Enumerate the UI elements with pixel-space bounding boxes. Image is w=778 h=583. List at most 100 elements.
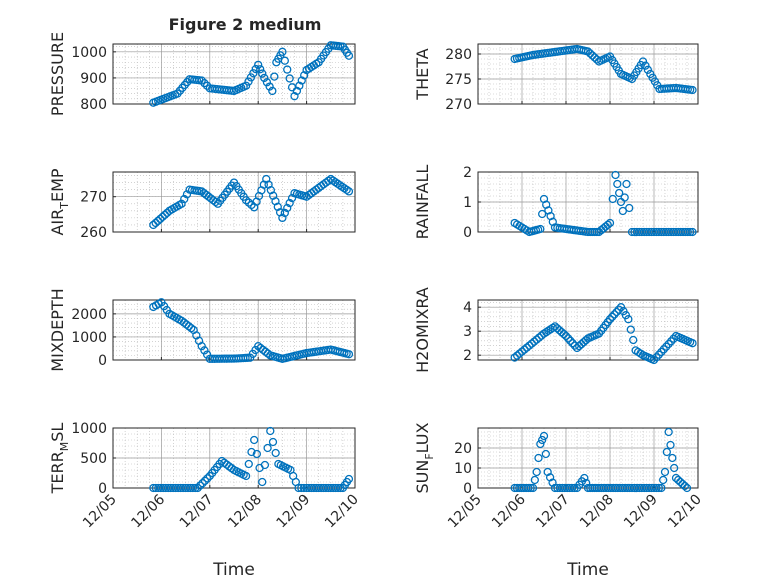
- data-point: [195, 481, 205, 490]
- y-axis-label: RAINFALL: [413, 165, 432, 240]
- data-point: [608, 194, 617, 204]
- data-point: [530, 337, 539, 346]
- data-point: [263, 349, 273, 358]
- data-point: [283, 65, 292, 74]
- y-tick-label: 0: [463, 225, 472, 241]
- y-tick-label: 3: [463, 324, 472, 340]
- data-point: [626, 325, 635, 334]
- data-point: [344, 51, 354, 60]
- data-point: [659, 475, 668, 485]
- data-point: [536, 224, 545, 234]
- data-point: [260, 73, 269, 83]
- figure-title: Figure 2 medium: [169, 15, 322, 34]
- data-point: [153, 216, 163, 226]
- data-point: [660, 467, 670, 477]
- y-axis-label: H2OMIXRA: [413, 287, 432, 373]
- data-point: [211, 197, 220, 207]
- data-series: [149, 174, 354, 230]
- data-point: [654, 483, 664, 493]
- y-tick-label: 900: [80, 71, 107, 87]
- axes-box: [112, 299, 356, 361]
- data-point: [541, 449, 550, 459]
- data-point: [200, 476, 210, 485]
- data-point: [530, 475, 539, 485]
- data-point: [688, 85, 697, 95]
- data-point: [278, 213, 287, 223]
- data-point: [280, 208, 289, 218]
- x-axis-label: Time: [212, 560, 255, 580]
- data-point: [538, 435, 547, 445]
- data-point: [268, 437, 278, 447]
- axes-box: [477, 43, 699, 105]
- y-tick-label: 260: [80, 225, 107, 241]
- data-point: [520, 345, 529, 354]
- data-point: [287, 193, 297, 203]
- data-series: [149, 426, 354, 493]
- data-point: [515, 349, 524, 358]
- data-point: [283, 203, 292, 213]
- data-point: [342, 185, 351, 195]
- data-point: [156, 214, 165, 224]
- axes-box: [477, 427, 699, 489]
- y-tick-label: 1: [463, 195, 472, 211]
- data-point: [244, 77, 253, 86]
- y-tick-label: 280: [445, 47, 472, 63]
- data-point: [664, 339, 673, 349]
- data-point: [559, 329, 568, 339]
- data-point: [567, 483, 577, 493]
- data-point: [200, 78, 209, 88]
- data-series: [510, 170, 697, 237]
- data-point: [666, 337, 676, 346]
- data-point: [280, 56, 289, 65]
- y-tick-label: 2: [463, 165, 472, 181]
- y-tick-label: 20: [454, 441, 472, 457]
- axes-box: [112, 171, 356, 233]
- data-point: [622, 179, 631, 189]
- data-point: [641, 61, 650, 70]
- data-point: [263, 443, 272, 453]
- data-point: [333, 483, 343, 493]
- data-point: [603, 220, 612, 229]
- data-point: [149, 220, 158, 230]
- subplot-6: 2 3 4 H2OMIXRA: [413, 287, 699, 373]
- data-point: [688, 339, 697, 348]
- data-point: [241, 471, 251, 481]
- y-tick-label: 1000: [71, 45, 107, 61]
- data-point: [517, 347, 527, 356]
- y-axis-label: MIXDEPTH: [48, 288, 67, 371]
- data-point: [278, 47, 287, 56]
- data-point: [254, 60, 263, 70]
- data-point: [620, 193, 629, 202]
- data-point: [654, 350, 664, 359]
- data-point: [659, 345, 668, 354]
- y-tick-label: 0: [98, 481, 107, 497]
- data-point: [657, 483, 666, 493]
- data-series: [510, 427, 692, 493]
- data-point: [536, 439, 545, 449]
- y-tick-label: 270: [445, 97, 472, 113]
- y-tick-label: 270: [80, 190, 107, 206]
- data-point: [638, 57, 648, 66]
- data-point: [683, 227, 692, 237]
- data-point: [285, 74, 294, 83]
- data-point: [522, 343, 532, 352]
- y-tick-label: 10: [454, 461, 472, 477]
- data-point: [528, 483, 538, 493]
- axes-box: [112, 43, 356, 105]
- data-point: [262, 78, 272, 87]
- data-point: [158, 212, 167, 222]
- y-tick-label: 4: [463, 300, 472, 316]
- data-point: [256, 65, 265, 74]
- data-point: [568, 339, 577, 348]
- data-point: [652, 483, 661, 493]
- data-point: [668, 453, 677, 463]
- data-point: [197, 342, 206, 351]
- subplot-3: 260 270 AIRTEMP: [48, 168, 356, 241]
- data-point: [624, 315, 633, 324]
- data-point: [625, 203, 634, 213]
- y-axis-label: PRESSURE: [48, 32, 67, 116]
- data-point: [512, 351, 522, 360]
- x-axis-label: Time: [566, 560, 609, 580]
